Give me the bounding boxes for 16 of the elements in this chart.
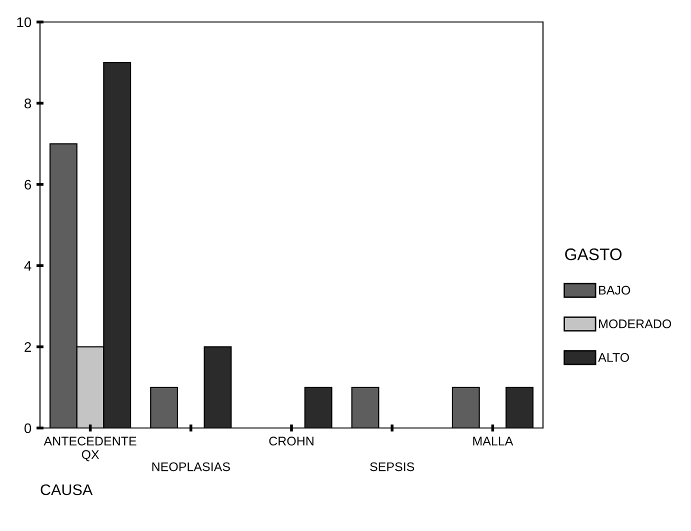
- x-tick-label: MALLA: [473, 436, 514, 446]
- y-tick-label: 4: [24, 261, 32, 271]
- legend-label: BAJO: [599, 286, 630, 295]
- legend-label: ALTO: [598, 353, 629, 362]
- legend-title: GASTO: [565, 248, 622, 260]
- legend-label: MODERADO: [599, 319, 672, 328]
- x-tick-label: ANTECEDENTE QX: [44, 436, 136, 462]
- x-axis-title: CAUSA: [40, 484, 93, 496]
- x-tick-label: SEPSIS: [370, 462, 414, 472]
- y-tick-label: 8: [24, 98, 32, 108]
- y-tick-label: 2: [24, 342, 31, 352]
- y-tick-label: 0: [24, 423, 32, 434]
- x-tick-label: NEOPLASIAS: [152, 462, 230, 472]
- x-tick-label: CROHN: [269, 436, 314, 446]
- y-tick-label: 10: [17, 17, 32, 28]
- y-tick-label: 6: [24, 180, 32, 190]
